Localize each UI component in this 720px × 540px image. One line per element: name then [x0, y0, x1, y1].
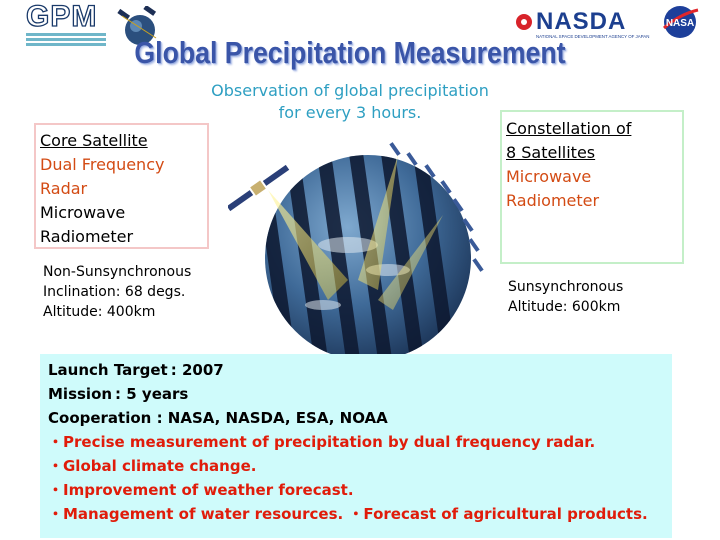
radar-beam — [268, 190, 348, 300]
constellation-item-radiometer: Radiometer — [506, 191, 600, 210]
subtitle: Observation of global precipitation for … — [150, 80, 550, 124]
launch-target: Launch Target : 2007 — [48, 361, 224, 379]
constellation-heading-1: Constellation of — [506, 119, 632, 138]
main-title: Global Precipitation Measurement — [134, 35, 566, 70]
microwave-beam — [358, 155, 398, 290]
core-item-radar: Radar — [40, 179, 88, 198]
bullet-weather-forecast: ・Improvement of weather forecast. — [48, 481, 354, 499]
nasa-logo-text: NASA — [666, 18, 694, 29]
constellation-altitude: Altitude: 600km — [508, 299, 621, 315]
nasda-emblem-icon — [516, 14, 532, 30]
core-item-microwave: Microwave — [40, 203, 126, 222]
nasa-logo-icon: NASA — [663, 6, 699, 38]
core-satellite-heading: Core Satellite — [40, 131, 148, 150]
constellation-orbit-type: Sunsynchronous — [508, 279, 624, 295]
satellite-globe-icon — [117, 6, 157, 45]
mission-summary-box: Launch Target : 2007 Mission : 5 years C… — [40, 354, 672, 538]
subtitle-line-2: for every 3 hours. — [278, 103, 422, 122]
constellation-orbit-info: Sunsynchronous Altitude: 600km — [508, 277, 623, 317]
microwave-beam-2 — [378, 215, 443, 310]
core-orbit-type: Non-Sunsynchronous — [43, 264, 192, 280]
mission-duration: Mission : 5 years — [48, 385, 189, 403]
constellation-heading-2: 8 Satellites — [506, 143, 596, 162]
globe-illustration — [228, 142, 484, 361]
subtitle-line-1: Observation of global precipitation — [211, 81, 489, 100]
core-orbit-info: Non-Sunsynchronous Inclination: 68 degs.… — [43, 262, 191, 322]
gpm-logo: GPM — [22, 0, 162, 48]
core-altitude: Altitude: 400km — [43, 304, 156, 320]
gpm-logo-text: GPM — [25, 0, 98, 34]
gpm-logo-lines — [26, 33, 106, 48]
nasda-wordmark: NASDA — [536, 8, 627, 35]
constellation-item-microwave: Microwave — [506, 167, 592, 186]
core-satellite-icon — [228, 164, 290, 212]
bullet-precise-measurement: ・Precise measurement of precipitation by… — [48, 433, 596, 451]
bullet-climate-change: ・Global climate change. — [48, 457, 257, 475]
nasda-logo: NASDA NATIONAL SPACE DEVELOPMENT AGENCY … — [512, 4, 717, 46]
core-satellite-box: Core Satellite Dual Frequency Radar Micr… — [34, 123, 209, 249]
nasda-subtitle: NATIONAL SPACE DEVELOPMENT AGENCY OF JAP… — [536, 34, 650, 39]
core-item-dual-frequency: Dual Frequency — [40, 155, 165, 174]
bullet-water-agriculture: ・Management of water resources. ・Forecas… — [48, 505, 648, 523]
core-inclination: Inclination: 68 degs. — [43, 284, 186, 300]
cooperation: Cooperation : NASA, NASDA, ESA, NOAA — [48, 409, 388, 427]
constellation-box: Constellation of 8 Satellites Microwave … — [500, 110, 684, 264]
core-item-radiometer: Radiometer — [40, 227, 134, 246]
constellation-satellites-icon — [389, 142, 484, 272]
